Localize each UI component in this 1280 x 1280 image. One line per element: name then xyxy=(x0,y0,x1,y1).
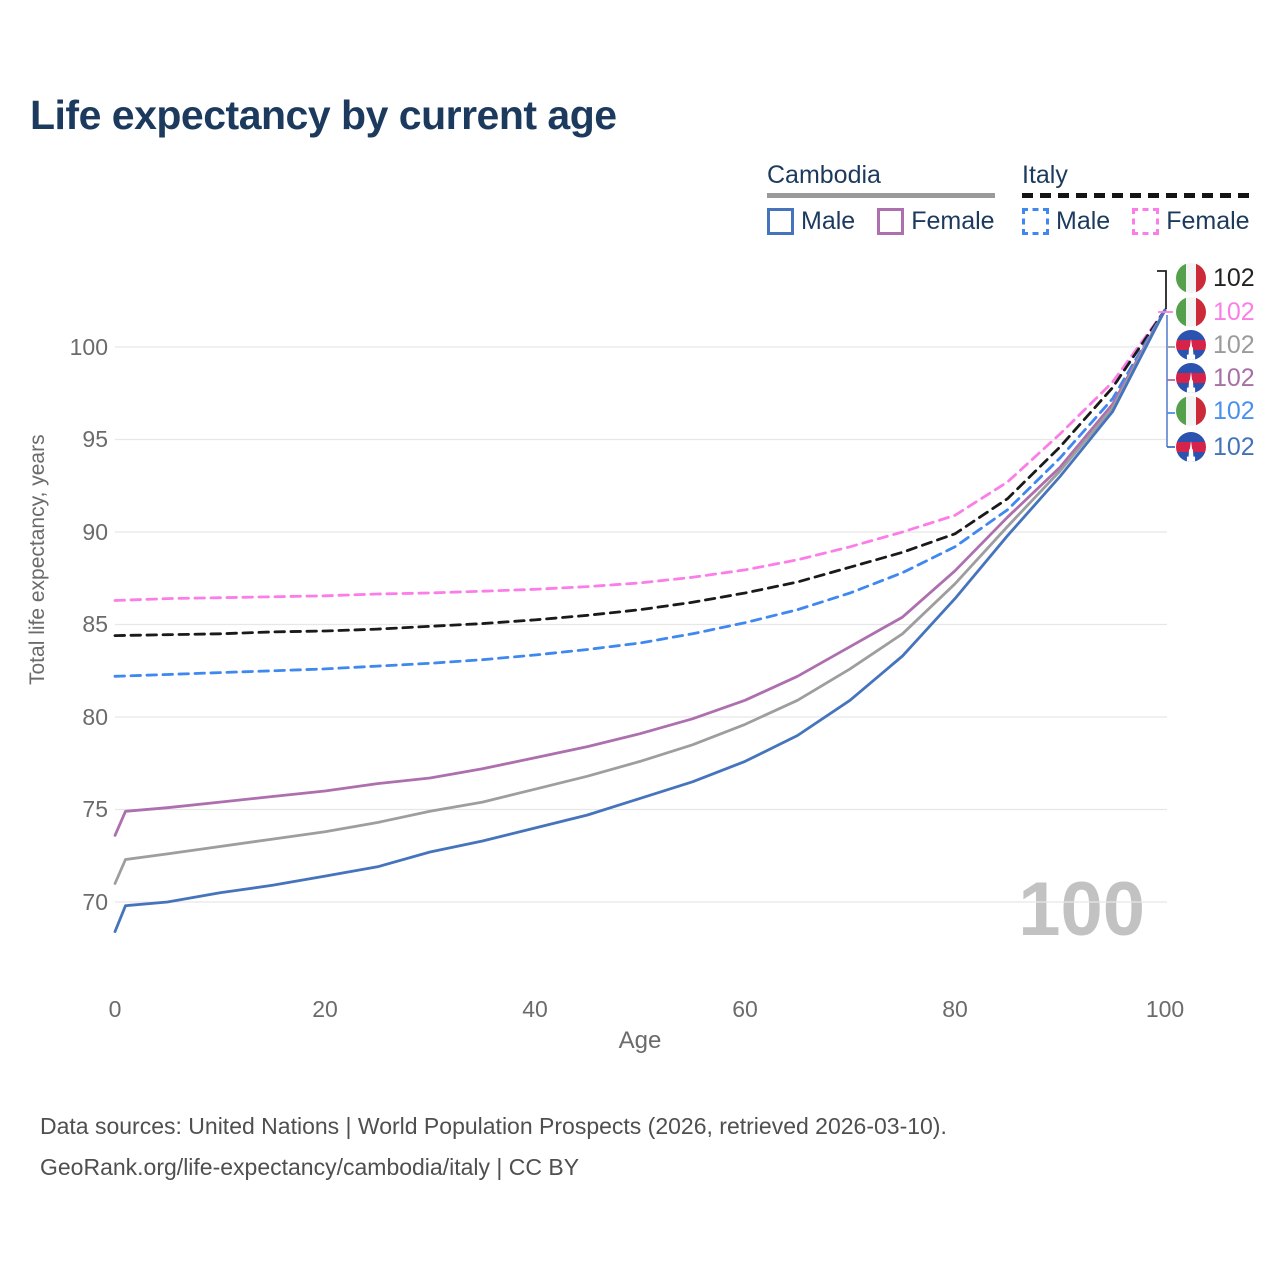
end-label-cambodia-female: 102 xyxy=(1176,363,1255,393)
cambodia-flag-icon xyxy=(1176,432,1206,462)
footer-attribution: GeoRank.org/life-expectancy/cambodia/ita… xyxy=(40,1154,580,1180)
end-value-italy-total: 102 xyxy=(1213,264,1255,292)
footer-data-sources: Data sources: United Nations | World Pop… xyxy=(40,1113,947,1139)
legend-item-italy-female[interactable]: Female xyxy=(1132,206,1250,236)
x-tick-0: 0 xyxy=(108,996,122,1022)
series-line-cambodia-female[interactable] xyxy=(113,308,1167,837)
legend-title-italy: Italy xyxy=(1022,161,1068,189)
cambodia-flag-icon xyxy=(1176,363,1206,393)
x-axis-title: Age xyxy=(618,1027,662,1054)
end-value-cambodia-female: 102 xyxy=(1213,364,1255,392)
footer: Data sources: United Nations | World Pop… xyxy=(40,1106,947,1188)
y-tick-70: 70 xyxy=(82,889,108,915)
y-tick-100: 100 xyxy=(69,334,108,360)
legend-group-italy: Italy Male Female xyxy=(1022,161,1250,236)
x-tick-40: 40 xyxy=(522,996,548,1022)
end-label-cambodia-male: 102 xyxy=(1176,432,1255,462)
italy-flag-icon xyxy=(1176,263,1206,293)
y-axis-title: Total life expectancy, years xyxy=(26,434,49,686)
legend-label-italy-female: Female xyxy=(1166,206,1250,235)
end-value-cambodia-total: 102 xyxy=(1213,331,1255,359)
legend-item-cambodia-female[interactable]: Female xyxy=(877,206,995,236)
italy-flag-icon xyxy=(1176,396,1206,426)
end-label-cambodia-total: 102 xyxy=(1176,330,1255,360)
legend-title-cambodia: Cambodia xyxy=(767,161,881,189)
y-tick-95: 95 xyxy=(82,426,108,452)
legend-label-cambodia-female: Female xyxy=(911,206,995,235)
series-line-italy-total[interactable] xyxy=(113,308,1167,637)
legend-row-italy: Male Female xyxy=(1022,207,1250,236)
x-tick-100: 100 xyxy=(1145,996,1185,1022)
legend-label-cambodia-male: Male xyxy=(801,206,856,235)
legend-item-italy-male[interactable]: Male xyxy=(1022,207,1110,236)
end-value-cambodia-male: 102 xyxy=(1213,433,1255,461)
italy-female-swatch-icon xyxy=(1132,207,1160,235)
end-value-italy-female: 102 xyxy=(1213,298,1255,326)
legend-row-cambodia: Male Female xyxy=(767,207,995,236)
x-tick-80: 80 xyxy=(942,996,968,1022)
current-age-watermark: 100 xyxy=(1018,867,1145,952)
y-tick-80: 80 xyxy=(82,704,108,730)
series-line-italy-female[interactable] xyxy=(113,308,1167,602)
end-value-italy-male: 102 xyxy=(1213,397,1255,425)
end-label-italy-male: 102 xyxy=(1176,396,1255,426)
end-label-italy-total: 102 xyxy=(1176,263,1255,293)
italy-flag-icon xyxy=(1176,297,1206,327)
series-line-italy-male[interactable] xyxy=(113,308,1167,678)
leader-italy-total xyxy=(1157,270,1167,309)
legend-item-cambodia-male[interactable]: Male xyxy=(767,207,855,236)
legend-group-cambodia: Cambodia Male Female xyxy=(767,161,995,236)
x-tick-20: 20 xyxy=(312,996,338,1022)
page-title: Life expectancy by current age xyxy=(30,92,617,138)
italy-male-swatch-icon xyxy=(1022,207,1049,235)
y-tick-75: 75 xyxy=(82,796,108,822)
end-label-italy-female: 102 xyxy=(1176,297,1255,327)
cambodia-male-swatch-icon xyxy=(767,207,794,235)
legend-line-sample-cambodia xyxy=(767,192,995,198)
y-tick-90: 90 xyxy=(82,519,108,545)
series-line-cambodia-male[interactable] xyxy=(113,308,1167,933)
series-line-cambodia-total[interactable] xyxy=(113,308,1167,885)
legend-line-sample-italy xyxy=(1022,192,1250,198)
x-tick-60: 60 xyxy=(732,996,758,1022)
legend-label-italy-male: Male xyxy=(1056,206,1111,235)
y-tick-85: 85 xyxy=(82,611,108,637)
cambodia-flag-icon xyxy=(1176,330,1206,360)
cambodia-female-swatch-icon xyxy=(877,207,905,235)
